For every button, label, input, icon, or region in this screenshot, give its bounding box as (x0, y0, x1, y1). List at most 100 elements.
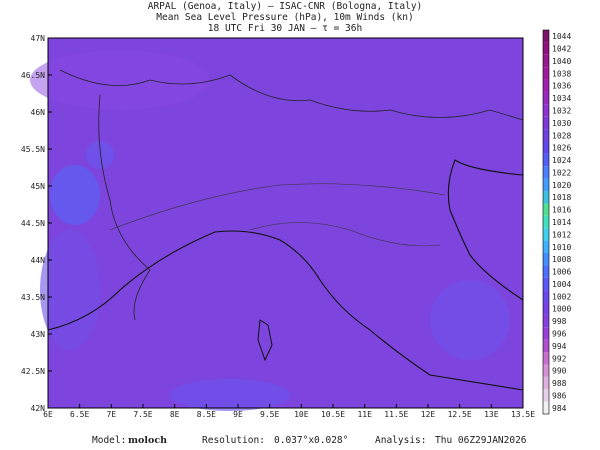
colorbar-label: 1032 (552, 107, 571, 116)
colorbar-label: 1034 (552, 94, 571, 103)
colorbar-cell (543, 116, 549, 130)
colorbar-label: 1016 (552, 206, 571, 215)
colorbar-cell (543, 91, 549, 105)
colorbar-label: 1030 (552, 119, 571, 128)
lon-label: 11.5E (384, 410, 408, 419)
map-area (30, 37, 524, 411)
colorbar-label: 1040 (552, 57, 571, 66)
colorbar-cell (543, 240, 549, 253)
colorbar-cell (543, 252, 549, 266)
colorbar-cell (543, 389, 549, 402)
region-border (249, 222, 441, 247)
colorbar-cell (543, 364, 549, 377)
colorbar-cell (543, 79, 549, 92)
colorbar-cell (543, 67, 549, 80)
lon-label: 8.5E (197, 410, 216, 419)
pressure-patch (40, 230, 100, 350)
pressure-patch (86, 141, 114, 169)
colorbar-cell (543, 352, 549, 365)
colorbar-cell (543, 228, 549, 241)
colorbar-label: 1026 (552, 144, 571, 153)
lon-label: 11E (357, 410, 372, 419)
header-line: Mean Sea Level Pressure (hPa), 10m Winds… (156, 12, 413, 23)
colorbar-cell (543, 191, 549, 204)
colorbar-cell (543, 302, 549, 315)
colorbar-label: 1010 (552, 243, 571, 252)
colorbar-label: 1012 (552, 230, 571, 239)
lat-label: 43.5N (21, 293, 45, 302)
colorbar-cell (543, 401, 549, 414)
colorbar-label: 1038 (552, 69, 571, 78)
colorbar-label: 998 (552, 317, 567, 326)
colorbar-label: 1004 (552, 280, 571, 289)
lon-label: 10.5E (321, 410, 345, 419)
colorbar-cell (543, 203, 549, 216)
colorbar-cell (543, 327, 549, 340)
colorbar-label: 1036 (552, 82, 571, 91)
colorbar-cell (543, 178, 549, 192)
lon-label: 9.5E (260, 410, 279, 419)
colorbar-cell (543, 42, 549, 55)
colorbar-label: 1044 (552, 32, 571, 41)
colorbar-label: 994 (552, 342, 567, 351)
island (257, 319, 273, 362)
lat-label: 42N (31, 404, 46, 413)
border (98, 94, 151, 321)
colorbar-cell (543, 290, 549, 303)
colorbar-label: 986 (552, 391, 567, 400)
lat-label: 45.5N (21, 145, 45, 154)
colorbar-label: 1014 (552, 218, 571, 227)
header-line: ARPAL (Genoa, Italy) – ISAC-CNR (Bologna… (148, 1, 423, 12)
lat-label: 46N (31, 108, 46, 117)
lat-label: 43N (31, 330, 46, 339)
colorbar-label: 996 (552, 329, 567, 338)
colorbar-cell (543, 129, 549, 142)
lat-label: 46.5N (21, 71, 45, 80)
pressure-patch (50, 165, 100, 225)
colorbar-cell (543, 166, 549, 179)
colorbar-cell (543, 153, 549, 167)
lat-label: 42.5N (21, 367, 45, 376)
colorbar-label: 1042 (552, 45, 571, 54)
pressure-patch (30, 50, 210, 110)
colorbar-cell (543, 265, 549, 278)
footer-label: Resolution: (202, 435, 265, 446)
colorbar: 984 986 988 990 992 994 996 998 1000 1002 1004 1006… (542, 29, 571, 415)
colorbar-label: 990 (552, 367, 567, 376)
lon-label: 12.5E (448, 410, 472, 419)
lon-label: 8E (170, 410, 180, 419)
colorbar-cell (543, 104, 549, 117)
colorbar-label: 1024 (552, 156, 571, 165)
colorbar-label: 1008 (552, 255, 571, 264)
header-line: 18 UTC Fri 30 JAN – τ = 36h (208, 23, 362, 34)
pressure-patch (430, 280, 510, 360)
footer-label: Analysis: (375, 435, 426, 446)
lat-label: 44.5N (21, 219, 45, 228)
lon-label: 12E (421, 410, 436, 419)
region-border (109, 183, 446, 231)
colorbar-label: 1022 (552, 168, 571, 177)
footer-value: Thu 06Z29JAN2026 (435, 435, 527, 446)
lon-label: 6E (43, 410, 53, 419)
lon-label: 13E (484, 410, 499, 419)
colorbar-cell (543, 141, 549, 154)
pressure-patch (170, 379, 290, 411)
lat-label: 47N (31, 34, 46, 43)
colorbar-label: 988 (552, 379, 567, 388)
lat-label: 44N (31, 256, 46, 265)
footer-label: Model: (92, 435, 126, 446)
coastline (47, 230, 524, 391)
colorbar-label: 992 (552, 354, 567, 363)
colorbar-cell (543, 376, 549, 390)
lon-label: 6.5E (70, 410, 89, 419)
lon-label: 10E (294, 410, 309, 419)
lon-label: 9E (233, 410, 243, 419)
colorbar-cell (543, 277, 549, 291)
lon-label: 13.5E (511, 410, 535, 419)
border (59, 69, 524, 121)
lon-label: 7.5E (133, 410, 152, 419)
colorbar-label: 1020 (552, 181, 571, 190)
footer-value: moloch (128, 435, 167, 446)
lon-label: 7E (107, 410, 117, 419)
